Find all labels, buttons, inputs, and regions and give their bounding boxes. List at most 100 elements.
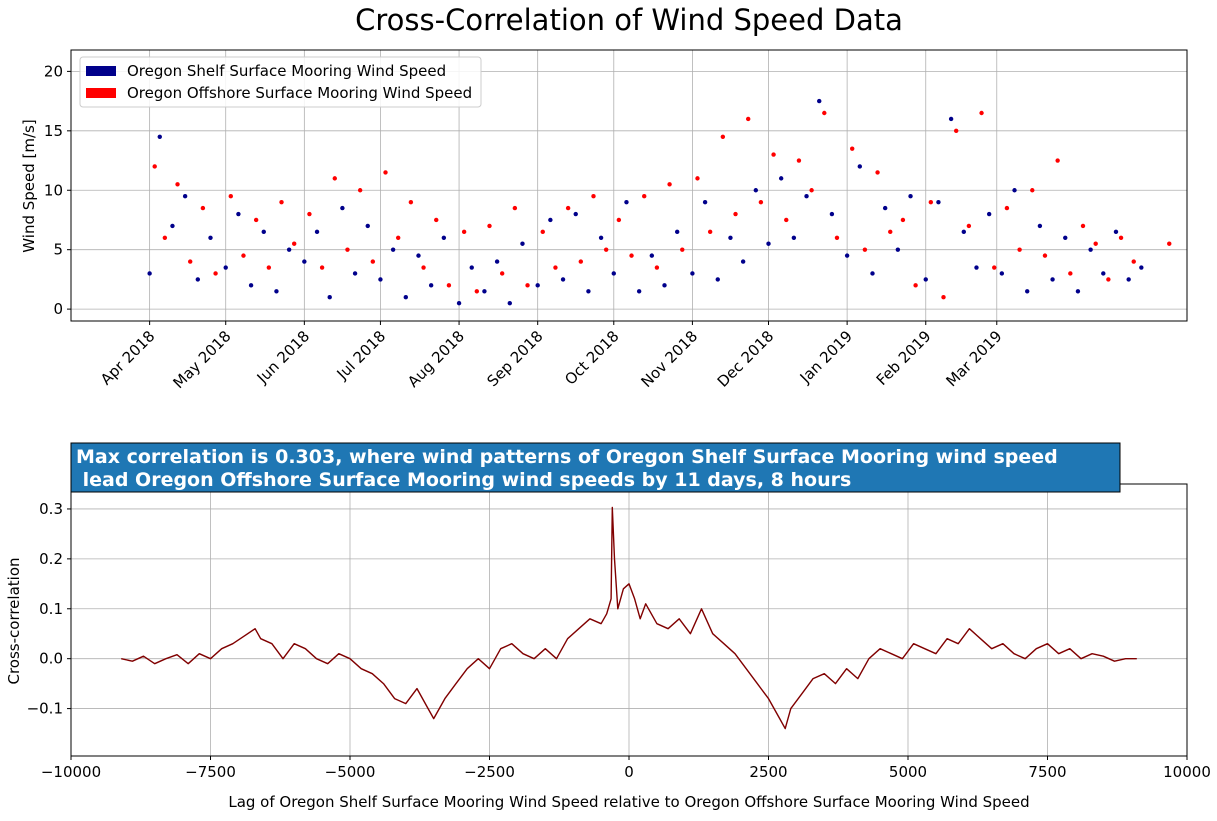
shelf-wind-point [936,199,941,205]
shelf-wind-point [520,241,525,246]
offshore-wind-point [862,247,868,252]
offshore-wind-point [408,199,414,205]
offshore-wind-point [603,247,609,252]
shelf-wind-point [340,205,345,211]
offshore-wind-point [758,199,764,205]
offshore-wind-point [654,265,660,270]
shelf-wind-point [223,265,228,270]
legend-label-offshore: Oregon Offshore Surface Mooring Wind Spe… [127,84,472,102]
offshore-wind-point [850,146,855,151]
top-y-tick-label: 5 [53,241,63,259]
offshore-wind-point [487,223,492,229]
offshore-wind-point [553,265,558,270]
wind-speed-scatter-plot: 0 5 10 15 20 Apr 2018 May 2018 Jun 2018 Jul 201… [20,49,1188,392]
shelf-wind-point [1025,289,1030,294]
offshore-wind-point [616,217,622,223]
offshore-wind-point [461,229,467,235]
bottom-x-tick-label: 5000 [889,763,927,781]
offshore-wind-point [1042,253,1048,258]
offshore-wind-point [175,182,180,187]
shelf-wind-point [157,134,162,139]
bottom-x-tick-label: −7500 [185,763,236,781]
bottom-y-axis-label: Cross-correlation [5,557,23,684]
offshore-wind-point [266,265,272,270]
shelf-wind-point [844,253,850,258]
cross-correlation-plot: −0.1 0.0 0.1 0.2 0.3 −10000 −7500 −5000 −2500 0 2… [5,442,1211,811]
top-x-ticks: Apr 2018 May 2018 Jun 2018 Jul 2018 Aug 2018… [97,321,1006,392]
shelf-wind-point [586,289,591,294]
top-x-tick-label: Aug 2018 [404,327,468,391]
shelf-wind-point [441,235,447,240]
top-x-tick-label: Apr 2018 [97,327,158,388]
offshore-wind-point [695,176,700,181]
offshore-wind-point [319,265,325,270]
shelf-wind-point [560,277,566,282]
top-x-tick-label: Oct 2018 [561,327,622,388]
shelf-wind-point [352,271,358,276]
shelf-wind-point [1113,229,1119,235]
shelf-wind-point [611,271,616,276]
shelf-wind-point [791,235,797,240]
offshore-wind-point [591,193,596,199]
shelf-wind-point [882,205,888,211]
shelf-wind-point [753,188,759,193]
top-x-tick-label: Jan 2019 [796,327,856,387]
shelf-wind-point [674,229,680,235]
top-y-ticks: 0 5 10 15 20 [44,62,71,318]
offshore-wind-point [200,205,206,211]
top-x-tick-label: Sep 2018 [483,327,546,390]
top-x-tick-label: Feb 2019 [873,327,935,389]
shelf-wind-point [365,223,370,229]
shelf-wind-point [702,199,708,205]
top-y-axis-label: Wind Speed [m/s] [20,119,38,252]
offshore-wind-point [188,259,193,264]
shelf-wind-point [740,259,746,264]
shelf-wind-point [649,253,655,258]
offshore-wind-point [152,164,157,169]
shelf-wind-point [1088,247,1093,252]
shelf-wind-point [1101,271,1106,276]
offshore-wind-point [525,283,530,288]
shelf-wind-point [170,223,175,229]
top-x-tick-label: Jul 2018 [333,327,390,384]
offshore-series [152,110,1172,300]
bottom-y-tick-label: 0.0 [39,650,63,668]
offshore-wind-point [565,205,571,211]
shelf-wind-point [286,247,292,252]
shelf-wind-point [195,277,201,282]
offshore-wind-point [1030,188,1035,193]
shelf-wind-point [494,259,500,264]
bottom-x-tick-label: 7500 [1028,763,1066,781]
correlation-title-box [70,442,1121,493]
shelf-wind-point [274,289,279,294]
offshore-wind-point [1017,247,1022,252]
offshore-wind-point [307,211,312,217]
offshore-wind-point [332,176,337,181]
legend-swatch-offshore [86,88,116,98]
shelf-wind-point [1075,289,1081,294]
offshore-wind-point [680,247,685,252]
bottom-y-tick-label: 0.1 [39,600,63,618]
offshore-wind-point [474,289,480,294]
offshore-wind-point [446,283,452,288]
bottom-x-tick-label: −2500 [464,763,515,781]
offshore-wind-point [1004,205,1010,211]
offshore-wind-point [292,241,297,246]
offshore-wind-point [966,223,972,229]
offshore-wind-point [241,253,246,258]
offshore-wind-point [1106,277,1111,282]
shelf-wind-point [482,289,487,294]
top-data-points [147,98,1172,306]
offshore-wind-point [499,271,505,276]
offshore-wind-point [720,134,726,139]
shelf-wind-point [208,235,213,240]
correlation-title-line-2: lead Oregon Offshore Surface Mooring win… [76,469,851,491]
shelf-wind-point [908,193,913,199]
shelf-wind-point [1126,277,1131,282]
offshore-wind-point [913,283,918,288]
bottom-x-tick-label: −5000 [325,763,376,781]
bottom-x-tick-label: 10000 [1163,763,1211,781]
top-x-tick-label: May 2018 [170,327,235,392]
shelf-wind-point [728,235,733,240]
offshore-wind-point [162,235,168,240]
